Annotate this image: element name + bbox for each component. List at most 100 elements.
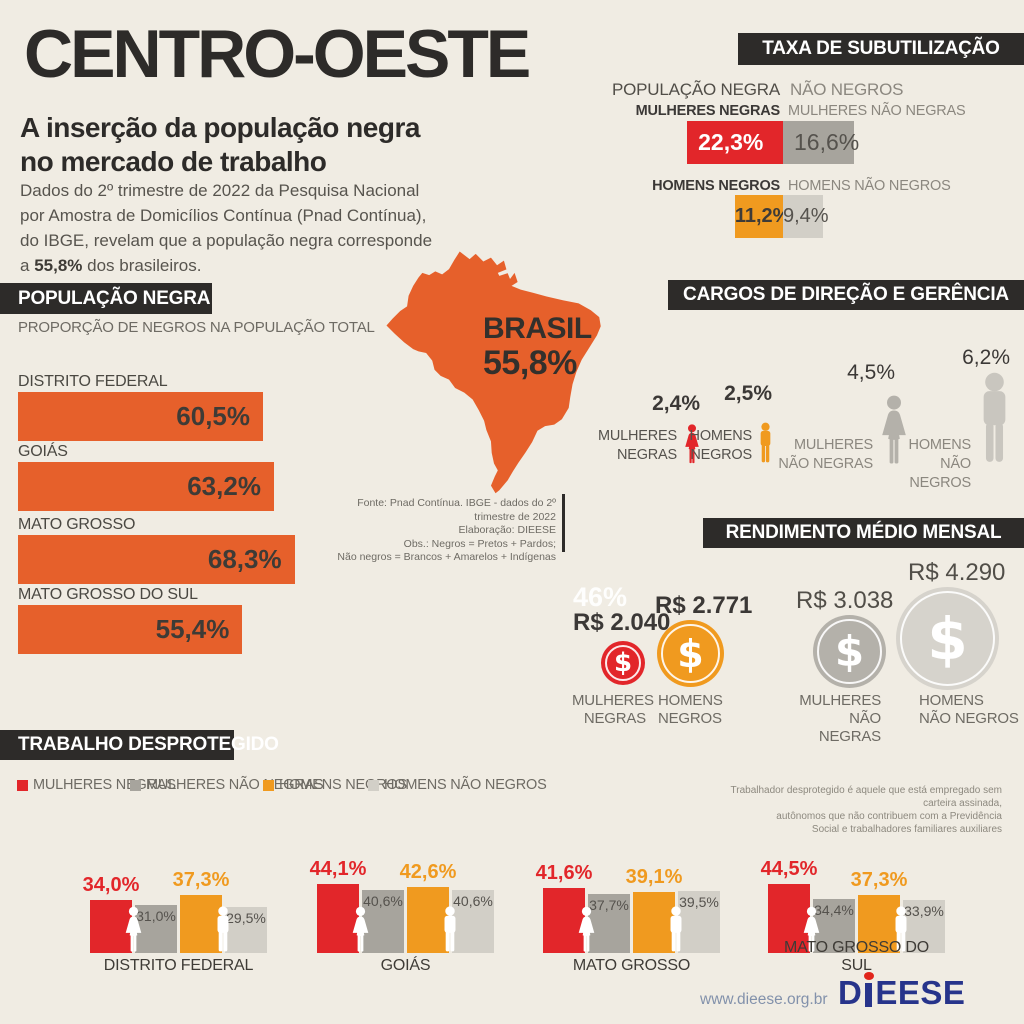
trabalho-group-distrito-federal: 34,0% 31,0% 37,3% 29,5% DISTRITO FEDERAL xyxy=(83,845,267,975)
source-line2: Elaboração: DIEESE xyxy=(458,524,556,536)
bar-mato-grosso: 68,3% xyxy=(18,535,295,584)
group-label: MATO GROSSO xyxy=(572,957,691,974)
bar-mulheres-negras xyxy=(543,888,585,953)
male-icon xyxy=(212,906,234,953)
logo-letter-d: D xyxy=(838,974,863,1011)
cargos-value-mulheres-nao-negras: 4,5% xyxy=(847,361,895,384)
bar-value: 44,1% xyxy=(309,858,367,881)
intro-line4: a 55,8% dos brasileiros. xyxy=(20,256,202,275)
trabalho-note: Trabalhador desprotegido é aquele que es… xyxy=(730,785,1002,835)
source-line1: Fonte: Pnad Contínua. IBGE - dados do 2º… xyxy=(357,497,556,523)
bar-value: 39,5% xyxy=(679,894,719,911)
bar-homens-nao-negros xyxy=(678,891,720,953)
bar-label: DISTRITO FEDERAL xyxy=(18,373,168,390)
pop-bar-row-distrito-federal: DISTRITO FEDERAL 60,5% xyxy=(18,373,264,441)
male-icon xyxy=(439,906,461,953)
bar-mulheres-nao-negras xyxy=(362,889,404,953)
pop-bar-row-mato-grosso: MATO GROSSO 68,3% xyxy=(18,516,295,584)
divider-line xyxy=(562,494,565,552)
group-label-populacao-negra: POPULAÇÃO NEGRA xyxy=(612,80,780,99)
bar-mulheres-nao-negras: 16,6% xyxy=(783,121,859,164)
bar-homens-negros xyxy=(180,894,222,953)
bar-distrito-federal: 60,5% xyxy=(18,392,264,441)
bar-value: 22,3% xyxy=(698,129,764,155)
bar-mulheres-nao-negras xyxy=(813,899,855,953)
trabalho-group-mato-grosso: 41,6% 37,7% 39,1% 39,5% MATO GROSSO xyxy=(536,845,720,975)
bar-value: 34,0% xyxy=(82,873,140,896)
group-label: MATO GROSSO DO SUL xyxy=(783,939,930,974)
group-label: GOIÁS xyxy=(380,957,431,974)
rendimento-label-homens-negros: HOMENS NEGROS xyxy=(658,692,723,727)
bar-value: 60,5% xyxy=(176,401,251,431)
male-icon xyxy=(973,372,1016,465)
dollar-circle-icon: $ xyxy=(657,620,724,687)
bar-value: 37,3% xyxy=(850,868,908,891)
bar-homens-negros xyxy=(633,892,675,953)
logo-letter-i xyxy=(864,972,875,1007)
section-header-populacao-negra: POPULAÇÃO NEGRA xyxy=(0,283,212,314)
logo-letters-eese: EESE xyxy=(875,974,966,1011)
subtitle-line2: no mercado de trabalho xyxy=(20,146,327,177)
bar-goias: 63,2% xyxy=(18,462,274,511)
cargos-value-homens-nao-negros: 6,2% xyxy=(962,346,1010,369)
legend-swatch-mulheres-nao-negras xyxy=(130,780,141,791)
legend-swatch-mulheres-negras xyxy=(17,780,28,791)
female-icon xyxy=(348,906,373,953)
bar-value: 34,4% xyxy=(814,902,854,919)
bar-value: 63,2% xyxy=(187,471,261,501)
source-line3: Obs.: Negros = Pretos + Pardos; xyxy=(403,537,556,550)
bar-label: GOIÁS xyxy=(18,443,68,460)
bar-value: 37,3% xyxy=(172,868,230,891)
label-mulheres-nao-negras: MULHERES NÃO NEGRAS xyxy=(788,103,966,119)
male-icon xyxy=(665,906,687,953)
cargos-value-homens-negros: 2,5% xyxy=(724,382,772,405)
dieese-logo: D EESE xyxy=(838,972,966,1011)
legend-label: MULHERES NÃO NEGRAS xyxy=(146,777,324,793)
legend-label: HOMENS NÃO NEGROS xyxy=(384,777,547,793)
intro-line1: Dados do 2º trimestre de 2022 da Pesquis… xyxy=(20,181,420,200)
bar-homens-negros xyxy=(858,894,900,953)
bar-mulheres-nao-negras xyxy=(135,904,177,953)
rendimento-label-mulheres-nao-negras: MULHERES NÃO NEGRAS xyxy=(799,692,881,745)
bar-value: 40,6% xyxy=(363,892,403,909)
bar-value: 41,6% xyxy=(535,862,593,885)
bar-value: 11,2% xyxy=(734,205,791,227)
bar-homens-nao-negros xyxy=(452,889,494,953)
dollar-circle-icon: $ xyxy=(601,641,645,685)
bar-mato-grosso-do-sul: 55,4% xyxy=(18,605,243,654)
bar-value: 31,0% xyxy=(136,907,176,924)
bar-value: 9,4% xyxy=(783,205,829,227)
legend-swatch-homens-negros xyxy=(263,780,274,791)
bar-value: 55,4% xyxy=(155,614,230,644)
bar-mulheres-negras: 22,3% xyxy=(687,121,783,164)
section-header-trabalho: TRABALHO DESPROTEGIDO xyxy=(0,730,279,760)
bar-homens-nao-negros: 9,4% xyxy=(783,195,829,238)
dollar-circle-icon: $ xyxy=(896,587,999,690)
label-mulheres-negras: MULHERES NEGRAS xyxy=(635,103,781,119)
bar-value: 37,7% xyxy=(589,897,629,914)
intro-line3: do IBGE, revelam que a população negra c… xyxy=(20,231,433,250)
female-icon xyxy=(574,906,599,953)
rendimento-value-mulheres-negras: R$ 2.040 xyxy=(573,609,671,636)
dollar-circle-icon: $ xyxy=(813,615,886,688)
subtitle-line1: A inserção da população negra xyxy=(20,112,420,143)
label-homens-negros: HOMENS NEGROS xyxy=(652,178,780,194)
female-icon xyxy=(121,906,146,953)
bar-value: 68,3% xyxy=(207,544,282,574)
bar-value: 16,6% xyxy=(794,129,860,155)
bar-homens-negros xyxy=(407,886,449,953)
bar-homens-negros: 11,2% xyxy=(734,195,790,238)
bar-value: 29,5% xyxy=(226,909,266,926)
rendimento-value-mulheres-nao-negras: R$ 3.038 xyxy=(796,587,894,614)
bar-mulheres-negras xyxy=(317,884,359,953)
cargos-label-homens-nao-negros: HOMENS NÃO NEGROS xyxy=(908,437,972,491)
group-label-nao-negros: NÃO NEGROS xyxy=(790,80,904,99)
rendimento-highlight: 46% xyxy=(573,582,628,612)
section-header-rendimento: RENDIMENTO MÉDIO MENSAL xyxy=(703,518,1024,548)
male-icon xyxy=(756,422,775,464)
label-homens-nao-negros: HOMENS NÃO NEGROS xyxy=(788,178,951,194)
source-note: Fonte: Pnad Contínua. IBGE - dados do 2º… xyxy=(336,497,556,565)
footer-url-link[interactable]: www.dieese.org.br xyxy=(700,991,828,1008)
section-header-cargos: CARGOS DE DIREÇÃO E GERÊNCIA xyxy=(668,280,1024,310)
